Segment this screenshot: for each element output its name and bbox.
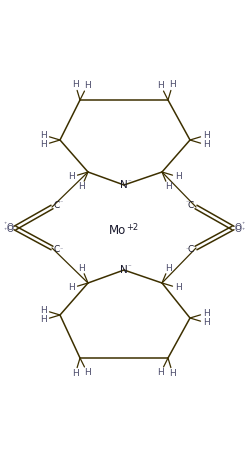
Text: H: H <box>72 369 79 378</box>
Text: ⁻: ⁻ <box>127 264 131 270</box>
Text: O: O <box>235 225 242 233</box>
Text: H: H <box>40 306 47 315</box>
Text: H: H <box>175 283 182 293</box>
Text: ⁻: ⁻ <box>127 179 131 185</box>
Text: N: N <box>120 180 128 190</box>
Text: H: H <box>169 369 176 378</box>
Text: H: H <box>68 172 75 181</box>
Text: ⁻: ⁻ <box>185 249 189 254</box>
Text: H: H <box>175 172 182 181</box>
Text: H: H <box>165 264 172 273</box>
Text: C: C <box>188 201 194 211</box>
Text: H: H <box>40 131 47 140</box>
Text: +2: +2 <box>126 223 138 232</box>
Text: N: N <box>120 265 128 275</box>
Text: C: C <box>54 244 60 254</box>
Text: H: H <box>84 81 91 90</box>
Text: O: O <box>6 223 13 232</box>
Text: ⁺: ⁺ <box>241 223 245 227</box>
Text: C: C <box>54 201 60 211</box>
Text: H: H <box>203 319 210 327</box>
Text: H: H <box>72 80 79 89</box>
Text: H: H <box>84 368 91 377</box>
Text: H: H <box>157 81 164 90</box>
Text: O: O <box>235 223 242 232</box>
Text: H: H <box>169 80 176 89</box>
Text: ⁻: ⁻ <box>59 249 63 254</box>
Text: O: O <box>6 225 13 233</box>
Text: ⁺: ⁺ <box>241 229 245 233</box>
Text: ⁻: ⁻ <box>185 201 189 206</box>
Text: Mo: Mo <box>109 224 127 237</box>
Text: ⁻: ⁻ <box>59 201 63 206</box>
Text: H: H <box>40 315 47 325</box>
Text: H: H <box>165 182 172 191</box>
Text: H: H <box>78 264 85 273</box>
Text: C: C <box>188 244 194 254</box>
Text: ⁺: ⁺ <box>3 223 7 227</box>
Text: H: H <box>78 182 85 191</box>
Text: H: H <box>40 140 47 150</box>
Text: H: H <box>68 283 75 293</box>
Text: H: H <box>203 131 210 140</box>
Text: H: H <box>203 309 210 318</box>
Text: H: H <box>203 140 210 150</box>
Text: ⁺: ⁺ <box>3 229 7 233</box>
Text: H: H <box>157 368 164 377</box>
